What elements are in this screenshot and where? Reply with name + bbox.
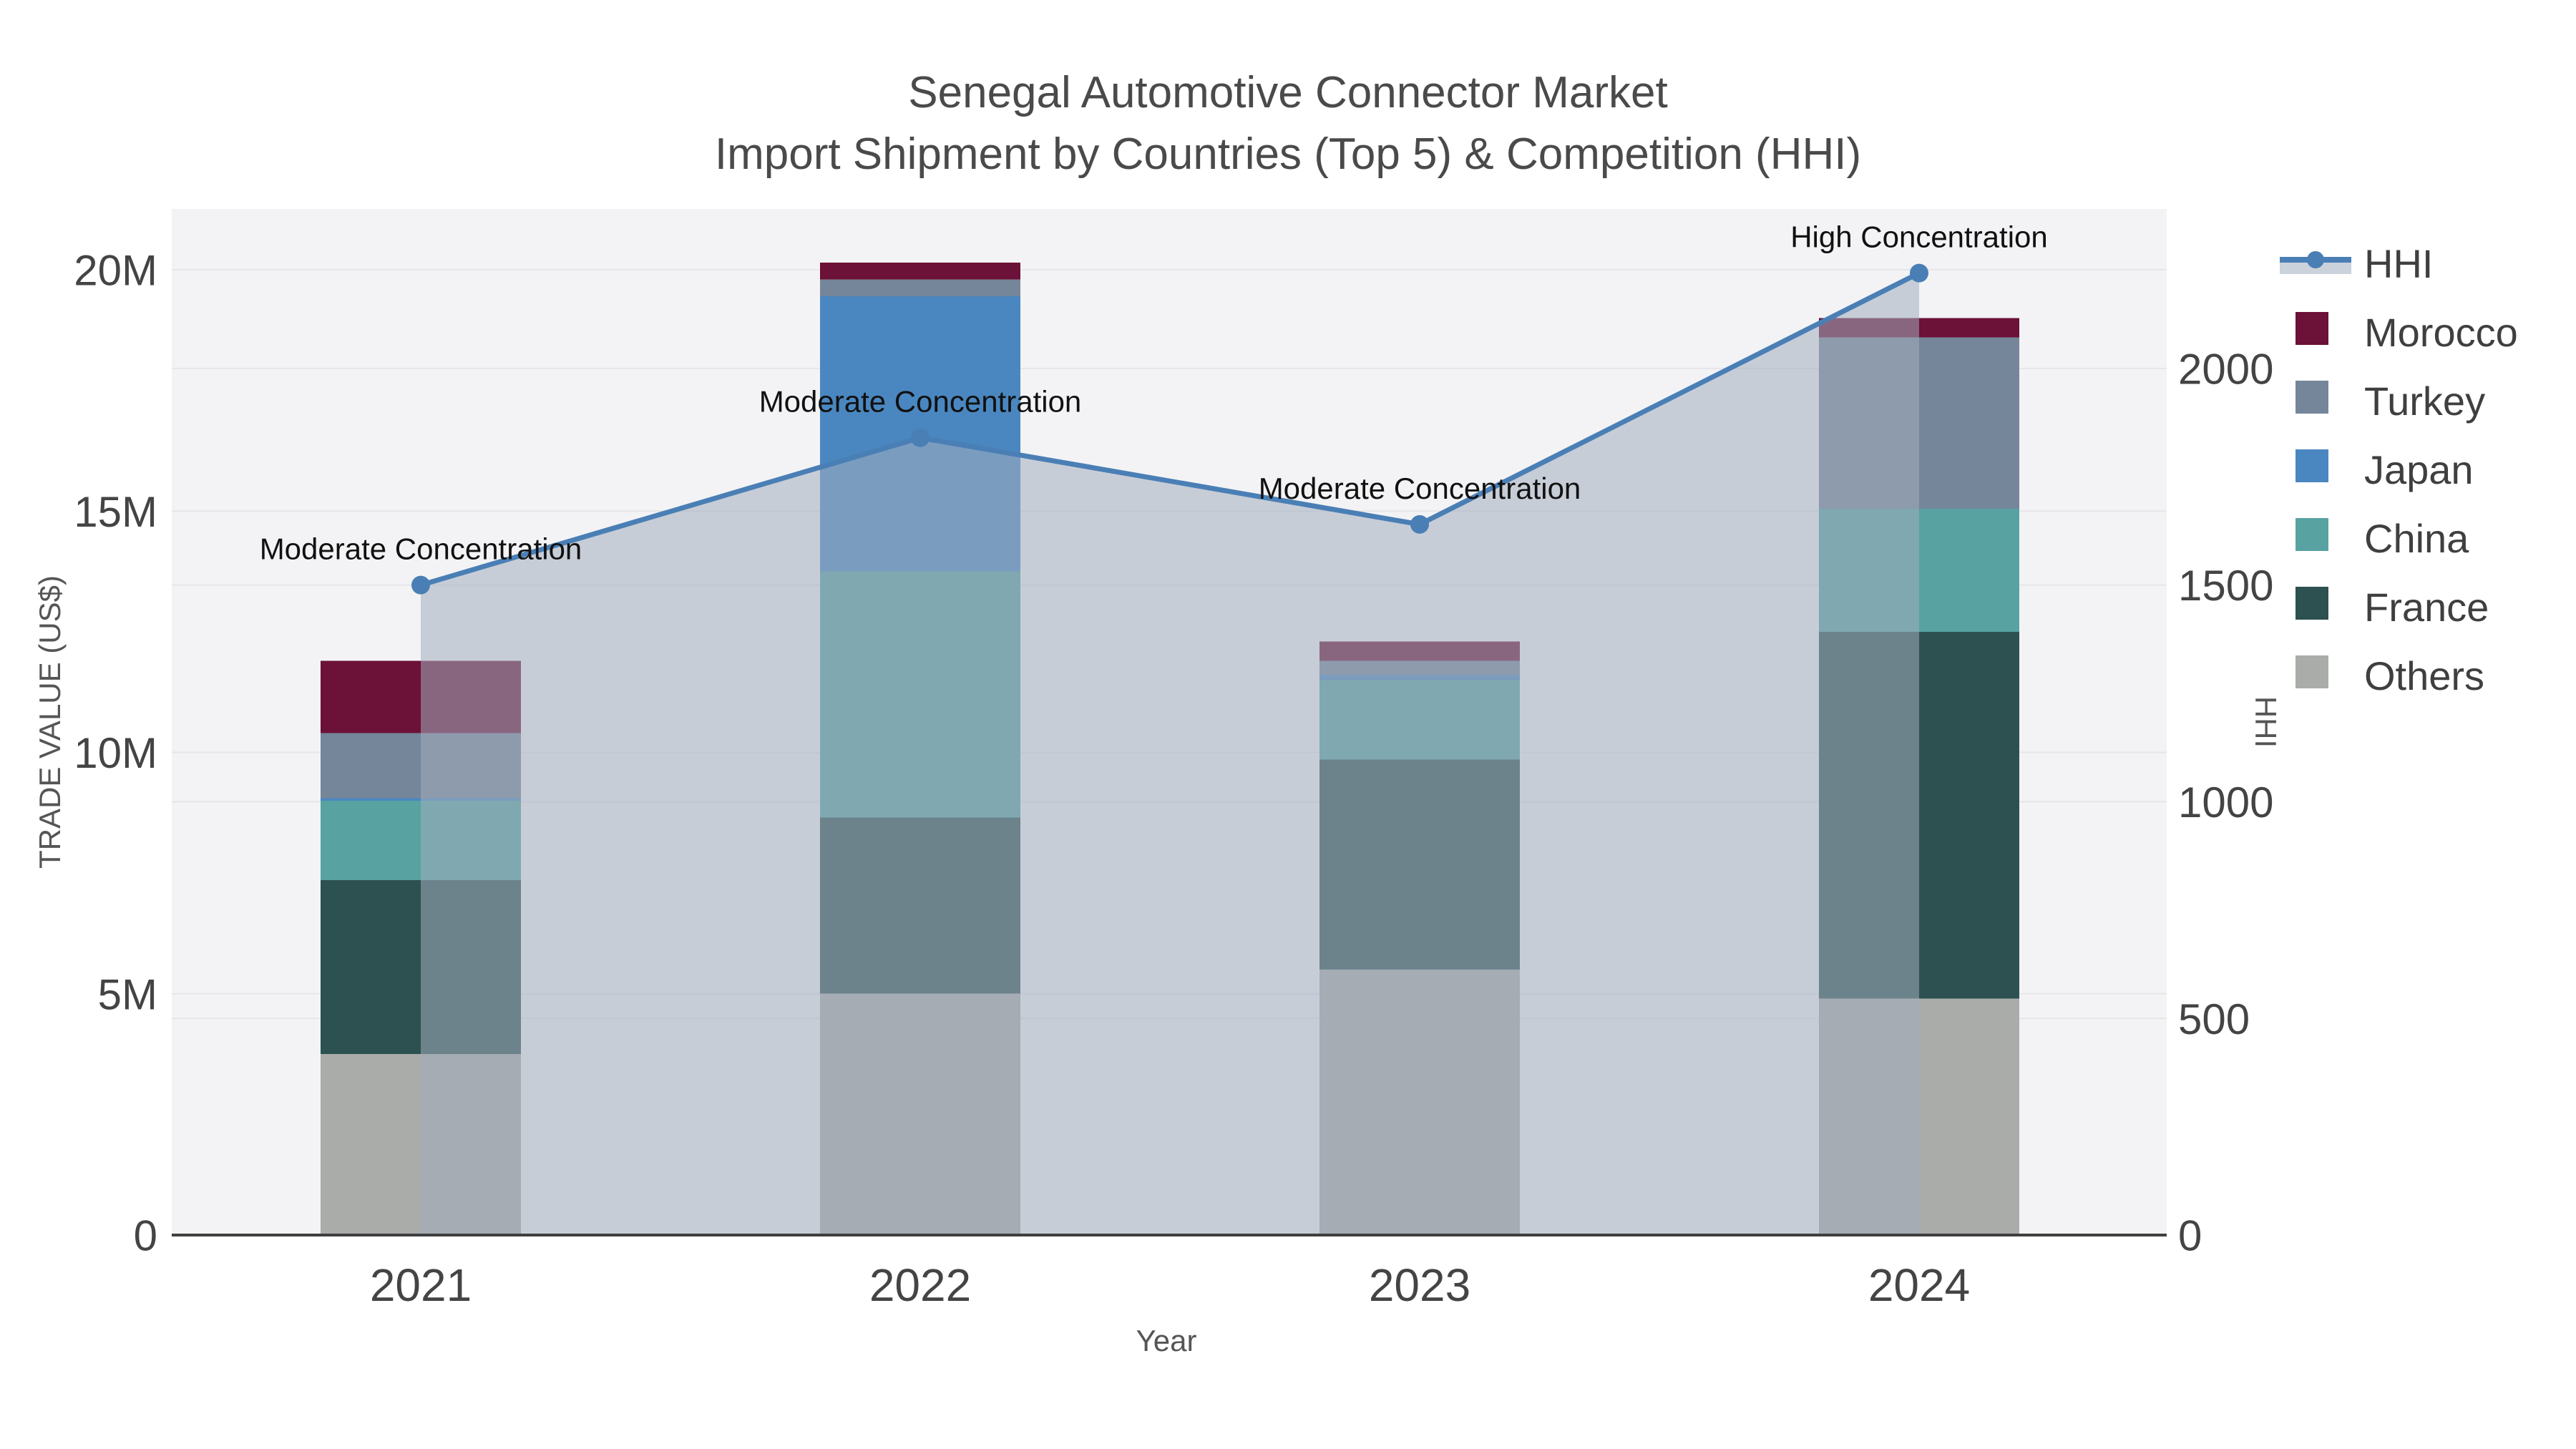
y-left-tick-5M: 5M — [98, 970, 157, 1018]
y-right-tick-1500: 1500 — [2178, 562, 2273, 610]
x-tick-2022: 2022 — [869, 1259, 971, 1311]
y-right-tick-500: 500 — [2178, 995, 2250, 1043]
hhi-area — [421, 273, 1919, 1235]
annotations-layer: Moderate Concentration Moderate Concentra… — [260, 220, 2048, 566]
bar-2022-turkey — [820, 279, 1020, 297]
legend-label-france: France — [2364, 585, 2489, 630]
legend-swatch-morocco — [2296, 312, 2328, 345]
legend-label-china: China — [2364, 516, 2469, 561]
y-left-tick-15M: 15M — [74, 488, 157, 536]
y-right-tick-0: 0 — [2178, 1212, 2202, 1260]
y-left-tick-20M: 20M — [74, 247, 157, 295]
y-axis-title-right: HHI — [2249, 696, 2283, 748]
legend: HHI Morocco Turkey Japan China France Others — [2280, 241, 2518, 698]
legend-hhi-marker-icon — [2307, 251, 2324, 268]
axes-layer: 0 5M 10M 15M 20M 0 500 1000 1500 2000 2021 2022 2023… — [74, 247, 2273, 1311]
legend-item-japan[interactable]: Japan — [2296, 447, 2474, 492]
legend-item-china[interactable]: China — [2296, 516, 2469, 561]
annotation-2022: Moderate Concentration — [759, 385, 1082, 419]
y-right-tick-2000: 2000 — [2178, 345, 2273, 393]
hhi-line-layer — [411, 263, 1928, 595]
x-axis-title: Year — [1136, 1324, 1197, 1357]
legend-swatch-china — [2296, 518, 2328, 551]
legend-label-others: Others — [2364, 653, 2484, 698]
y-right-tick-1000: 1000 — [2178, 779, 2273, 826]
legend-item-others[interactable]: Others — [2296, 653, 2484, 698]
legend-label-morocco: Morocco — [2364, 310, 2518, 355]
chart-subtitle: Import Shipment by Countries (Top 5) & C… — [715, 130, 1861, 179]
legend-label-japan: Japan — [2364, 447, 2474, 492]
annotation-2021: Moderate Concentration — [260, 532, 582, 566]
chart-title: Senegal Automotive Connector Market — [908, 68, 1667, 117]
x-tick-2023: 2023 — [1369, 1259, 1470, 1311]
legend-item-turkey[interactable]: Turkey — [2296, 379, 2485, 424]
legend-swatch-france — [2296, 587, 2328, 620]
bar-2022-morocco — [820, 262, 1020, 280]
legend-item-france[interactable]: France — [2296, 585, 2489, 630]
annotation-2023: Moderate Concentration — [1259, 472, 1581, 505]
hhi-line — [420, 270, 1921, 587]
hhi-point-2023 — [1410, 514, 1429, 534]
hhi-point-2024 — [1910, 263, 1928, 283]
annotation-2024: High Concentration — [1790, 220, 2048, 254]
x-tick-2024: 2024 — [1868, 1259, 1970, 1311]
x-tick-2021: 2021 — [370, 1259, 472, 1311]
legend-swatch-turkey — [2296, 381, 2328, 414]
hhi-area-layer — [421, 273, 1919, 1235]
legend-swatch-japan — [2296, 449, 2328, 482]
legend-swatch-others — [2296, 655, 2328, 688]
legend-item-morocco[interactable]: Morocco — [2296, 310, 2518, 355]
y-axis-title-left: TRADE VALUE (US$) — [33, 575, 67, 869]
y-left-tick-10M: 10M — [74, 729, 157, 777]
legend-label-hhi: HHI — [2364, 241, 2433, 286]
legend-label-turkey: Turkey — [2364, 379, 2485, 424]
legend-item-hhi[interactable]: HHI — [2280, 241, 2433, 286]
y-left-tick-0: 0 — [134, 1212, 157, 1260]
hhi-point-2021 — [411, 575, 430, 595]
hhi-point-2022 — [911, 428, 930, 447]
